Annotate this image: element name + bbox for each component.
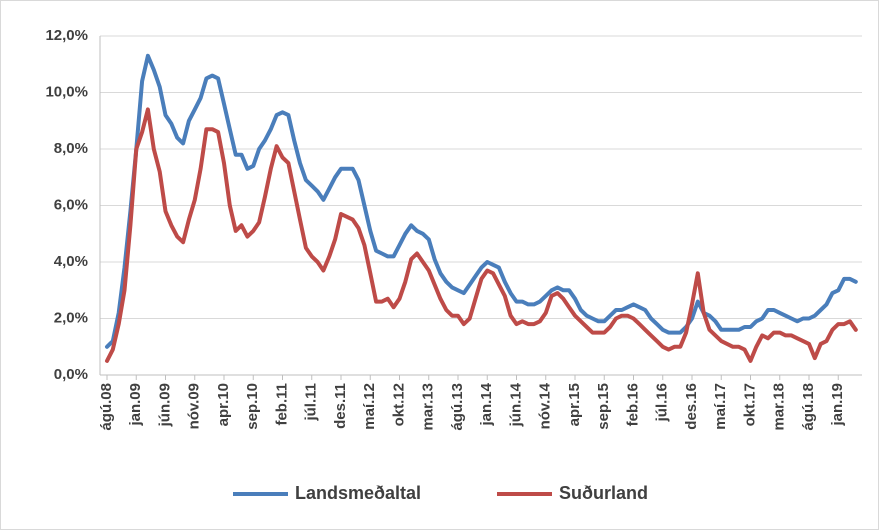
x-tick-label: nóv.14 xyxy=(537,382,554,429)
x-tick-label: ágú.13 xyxy=(449,383,466,431)
x-tick-label: ágú.08 xyxy=(98,383,115,431)
x-tick-label: apr.10 xyxy=(215,383,232,426)
x-tick-label: apr.15 xyxy=(566,383,583,426)
series-line xyxy=(105,107,858,363)
x-tick-label: ágú.18 xyxy=(800,383,817,431)
y-tick-label: 6,0% xyxy=(54,196,88,213)
x-tick-label: júl.16 xyxy=(654,383,671,422)
x-tick-label: júl.11 xyxy=(303,383,320,422)
x-tick-label: sep.10 xyxy=(244,383,261,430)
x-tick-label: des.16 xyxy=(683,383,700,430)
x-tick-label: okt.12 xyxy=(390,383,407,426)
x-tick-label: jún.09 xyxy=(156,383,173,427)
x-tick-label: maí.12 xyxy=(361,383,378,430)
y-tick-label: 12,0% xyxy=(45,27,88,44)
x-tick-label: maí.17 xyxy=(712,383,729,430)
y-tick-label: 8,0% xyxy=(54,140,88,157)
y-tick-label: 4,0% xyxy=(54,253,88,270)
x-tick-label: feb.11 xyxy=(273,383,290,426)
x-tick-label: nóv.09 xyxy=(186,383,203,429)
x-tick-label: jan.09 xyxy=(127,383,144,427)
x-tick-label: mar.18 xyxy=(771,383,788,431)
y-tick-label: 0,0% xyxy=(54,366,88,383)
y-tick-label: 2,0% xyxy=(54,309,88,326)
x-tick-label: okt.17 xyxy=(741,383,758,426)
x-tick-label: feb.16 xyxy=(624,383,641,426)
series-line xyxy=(105,53,858,349)
legend-label: Suðurland xyxy=(559,483,648,503)
x-tick-label: jan.14 xyxy=(478,382,495,426)
x-tick-label: sep.15 xyxy=(595,383,612,430)
legend-label: Landsmeðaltal xyxy=(295,483,421,503)
x-tick-label: jún.14 xyxy=(507,382,524,427)
y-tick-label: 10,0% xyxy=(45,83,88,100)
x-tick-label: mar.13 xyxy=(420,383,437,431)
x-tick-label: des.11 xyxy=(332,383,349,429)
x-tick-label: jan.19 xyxy=(829,383,846,427)
